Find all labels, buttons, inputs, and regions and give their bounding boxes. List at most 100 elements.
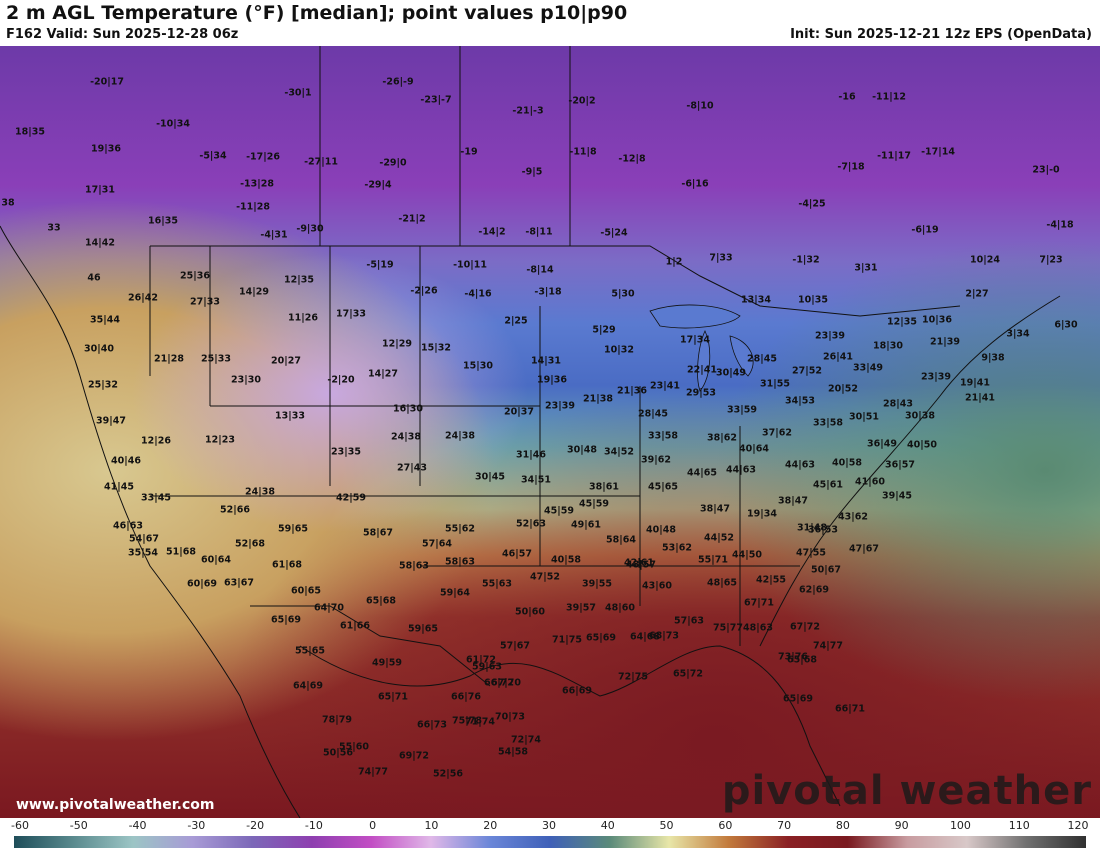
colorbar-tick-label: -30 <box>187 819 206 832</box>
point-value: 65|68 <box>366 595 396 607</box>
point-value: 59|63 <box>472 661 502 673</box>
point-value: 75|78 <box>452 715 482 727</box>
point-value: 39|47 <box>96 415 126 427</box>
point-value: 3|31 <box>854 262 878 274</box>
point-value: 17|34 <box>680 334 710 346</box>
point-value: 21|38 <box>583 393 613 405</box>
point-value: 2|27 <box>965 288 989 300</box>
point-value: -11|17 <box>877 150 911 162</box>
point-value: 19|36 <box>91 143 121 155</box>
point-value: 40|64 <box>739 443 769 455</box>
point-value: -30|1 <box>284 87 312 99</box>
point-value: 30|49 <box>716 367 746 379</box>
point-value: 46|57 <box>502 548 532 560</box>
point-value: 44|63 <box>726 464 756 476</box>
point-value: 65|69 <box>783 693 813 705</box>
point-value: -5|34 <box>199 150 227 162</box>
colorbar-tick-label: -60 <box>11 819 29 832</box>
point-value: 24|38 <box>245 486 275 498</box>
point-value: -12|8 <box>618 153 646 165</box>
point-value: -10|11 <box>453 259 487 271</box>
point-value: 38|61 <box>589 481 619 493</box>
point-value: 28|43 <box>883 398 913 410</box>
colorbar-tick-label: -50 <box>69 819 88 832</box>
point-value: -2|20 <box>327 374 355 386</box>
point-value: 45|59 <box>544 505 574 517</box>
point-value: 2|25 <box>504 315 528 327</box>
point-value: 55|62 <box>445 523 475 535</box>
point-value: 47|67 <box>849 543 879 555</box>
colorbar <box>14 836 1086 848</box>
point-value: 46 <box>87 272 101 284</box>
point-value: -8|14 <box>526 264 554 276</box>
point-value: 3|34 <box>1006 328 1030 340</box>
point-value: -4|18 <box>1046 219 1074 231</box>
point-value: -10|34 <box>156 118 190 130</box>
point-value: 64|68 <box>630 631 660 643</box>
point-value: -2|26 <box>410 285 438 297</box>
colorbar-tick-label: 80 <box>835 819 850 832</box>
point-value: 38|47 <box>778 495 808 507</box>
point-value: 43|60 <box>642 580 672 592</box>
website-url: www.pivotalweather.com <box>16 797 215 813</box>
point-value: 50|56 <box>323 747 353 759</box>
point-value: 12|29 <box>382 338 412 350</box>
point-value: 50|60 <box>515 606 545 618</box>
point-value: 10|35 <box>798 294 828 306</box>
point-value: 61|68 <box>272 559 302 571</box>
colorbar-tick-label: 60 <box>718 819 733 832</box>
point-value: -5|19 <box>366 259 394 271</box>
point-value: 55|65 <box>295 645 325 657</box>
point-value: 49|59 <box>372 657 402 669</box>
point-value: 43|62 <box>838 511 868 523</box>
point-value: -20|17 <box>90 76 124 88</box>
point-value: 34|51 <box>521 474 551 486</box>
point-value: 35|54 <box>128 547 158 559</box>
point-value: 24|38 <box>391 431 421 443</box>
point-value: 70|73 <box>495 711 525 723</box>
brand-logo: pivotal weather <box>721 768 1092 814</box>
point-value: 18|35 <box>15 126 45 138</box>
point-value: 65|68 <box>787 654 817 666</box>
point-value: 66|73 <box>417 719 447 731</box>
point-value: 47|52 <box>530 571 560 583</box>
point-value: 67|72 <box>790 621 820 633</box>
point-value: 63|67 <box>224 577 254 589</box>
point-value: -11|28 <box>236 201 270 213</box>
point-value: 59|65 <box>278 523 308 535</box>
point-value: 45|61 <box>813 479 843 491</box>
point-value: 21|39 <box>930 336 960 348</box>
point-value: 45|59 <box>579 498 609 510</box>
point-value: 22|41 <box>687 364 717 376</box>
point-value: 66|71 <box>835 703 865 715</box>
point-value: 36|53 <box>808 524 838 536</box>
point-value: -9|5 <box>521 166 543 178</box>
point-value: 15|32 <box>421 342 451 354</box>
point-value: -21|2 <box>398 213 426 225</box>
point-value: 61|66 <box>340 620 370 632</box>
point-value: 42|59 <box>336 492 366 504</box>
point-value: 6|30 <box>1054 319 1078 331</box>
point-value: 44|63 <box>785 459 815 471</box>
point-value: 25|33 <box>201 353 231 365</box>
point-value: 53|62 <box>662 542 692 554</box>
temperature-field <box>0 46 1100 818</box>
point-value: 19|41 <box>960 377 990 389</box>
point-value: 12|26 <box>141 435 171 447</box>
point-value: 65|69 <box>271 614 301 626</box>
point-value: 27|52 <box>792 365 822 377</box>
point-value: -6|19 <box>911 224 939 236</box>
temperature-map: -20|17 -30|1 -26|-9 -23|-7 -20|2 -8|10 -16 -11|… <box>0 46 1100 818</box>
point-value: 16|30 <box>393 403 423 415</box>
point-value: 35|44 <box>90 314 120 326</box>
point-value: 54|67 <box>129 533 159 545</box>
point-value: 20|27 <box>271 355 301 367</box>
point-value: 7|33 <box>709 252 733 264</box>
point-value: 52|68 <box>235 538 265 550</box>
point-value: 55|60 <box>339 741 369 753</box>
point-value: 10|36 <box>922 314 952 326</box>
point-value: -4|25 <box>798 198 826 210</box>
atlantic-coastline <box>759 295 1061 647</box>
point-value: -17|14 <box>921 146 955 158</box>
point-value: 5|29 <box>592 324 616 336</box>
